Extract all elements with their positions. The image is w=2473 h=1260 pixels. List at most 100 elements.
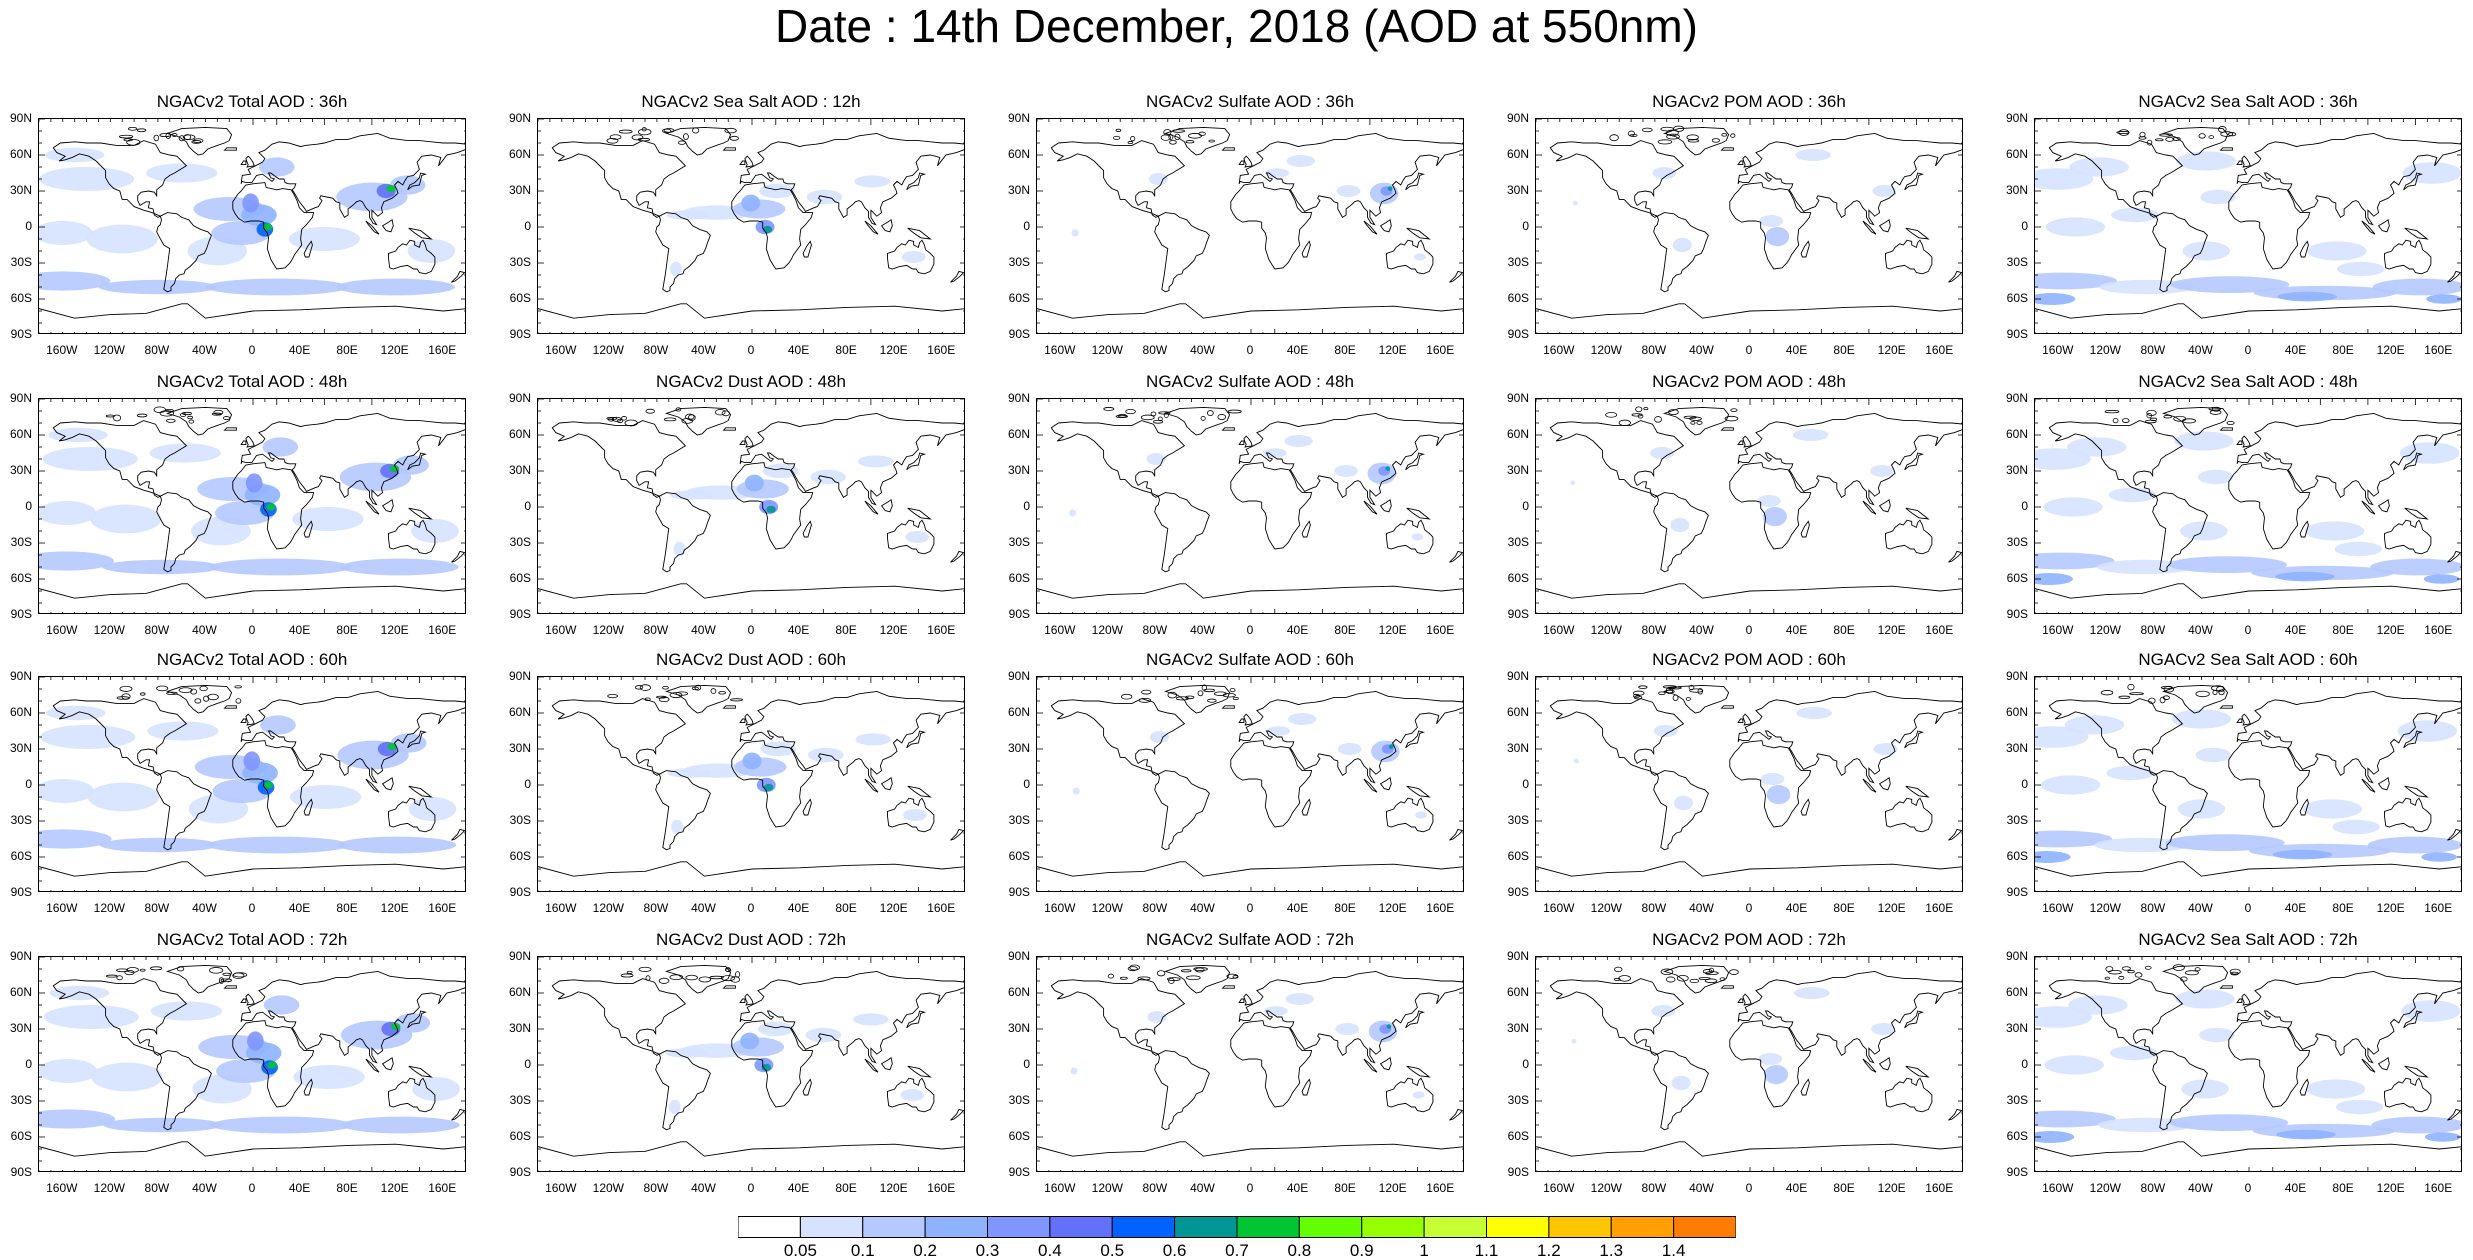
aod-field bbox=[1572, 149, 1897, 253]
lat-label: 30N bbox=[1506, 463, 1529, 477]
map-frame bbox=[1036, 676, 1464, 892]
aod-patch bbox=[46, 705, 106, 721]
lat-label: 60S bbox=[509, 291, 531, 305]
aod-patch bbox=[2035, 272, 2118, 290]
world-map bbox=[39, 119, 465, 333]
lon-label: 160W bbox=[545, 623, 577, 637]
lat-label: 60S bbox=[2006, 1129, 2028, 1143]
aod-patch bbox=[245, 473, 263, 493]
coastline bbox=[1885, 797, 1933, 833]
aod-field bbox=[2035, 151, 2461, 305]
island bbox=[116, 696, 130, 700]
island bbox=[663, 128, 675, 133]
island bbox=[1113, 135, 1121, 140]
lat-label: 30S bbox=[1008, 255, 1030, 269]
coastline bbox=[1037, 861, 1463, 877]
coastline bbox=[1243, 155, 1253, 168]
coastline bbox=[2236, 440, 2243, 446]
coastline bbox=[1737, 440, 1744, 446]
aod-patch bbox=[150, 1001, 223, 1021]
coastline bbox=[1662, 684, 1730, 714]
colorbar-swatch bbox=[799, 1216, 864, 1238]
lat-label: 60N bbox=[9, 147, 32, 161]
island bbox=[724, 127, 737, 134]
island bbox=[621, 416, 627, 421]
coastline bbox=[655, 212, 711, 293]
island bbox=[1698, 977, 1711, 980]
coastline bbox=[1729, 462, 1812, 550]
aod-patch bbox=[2276, 1129, 2336, 1140]
island bbox=[1690, 421, 1696, 425]
coastline bbox=[880, 777, 893, 791]
lat-label: 60S bbox=[10, 291, 32, 305]
island bbox=[1130, 136, 1136, 142]
island bbox=[123, 138, 133, 142]
lon-label: 80W bbox=[2140, 623, 2166, 637]
island bbox=[1153, 419, 1164, 424]
aod-patch bbox=[1146, 453, 1166, 465]
lat-label: 30S bbox=[1507, 1093, 1529, 1107]
coastline bbox=[1050, 140, 1186, 218]
aod-field bbox=[665, 1013, 925, 1115]
coastline bbox=[664, 406, 732, 436]
island bbox=[1207, 698, 1217, 703]
map-panel: NGACv2 Total AOD : 60h 90N 60N 30N 0 30S 60S 90… bbox=[10, 650, 466, 914]
island bbox=[126, 967, 139, 973]
lon-label: 80W bbox=[144, 623, 170, 637]
island bbox=[2159, 133, 2173, 137]
island bbox=[1633, 690, 1645, 696]
coastline bbox=[156, 212, 212, 293]
lon-label: 160E bbox=[1925, 1181, 1954, 1195]
island bbox=[675, 407, 682, 412]
island bbox=[1666, 129, 1679, 137]
island bbox=[1158, 411, 1171, 415]
coastline bbox=[1948, 550, 1962, 563]
lat-label: 0 bbox=[25, 499, 32, 513]
coastline bbox=[1238, 998, 1245, 1004]
aod-patch bbox=[340, 1116, 460, 1134]
aod-patch bbox=[2399, 442, 2460, 464]
lon-label: 120E bbox=[1378, 1181, 1407, 1195]
map-panel: NGACv2 Sea Salt AOD : 72h 90N 60N 30N 0 30S 60… bbox=[2006, 930, 2462, 1194]
map-frame bbox=[1535, 956, 1963, 1172]
island bbox=[2165, 136, 2175, 142]
aod-patch bbox=[2176, 151, 2236, 171]
panel-title: NGACv2 Dust AOD : 60h bbox=[656, 650, 846, 669]
lat-label: 60S bbox=[1008, 849, 1030, 863]
coastline bbox=[655, 492, 711, 573]
aod-patch bbox=[242, 193, 259, 213]
coastline bbox=[39, 861, 465, 877]
coastline bbox=[1050, 698, 1186, 776]
colorbar-tick-label: 1.4 bbox=[1661, 1241, 1686, 1260]
lon-label: 80W bbox=[1142, 901, 1168, 915]
lon-label: 120E bbox=[879, 901, 908, 915]
island bbox=[1618, 419, 1631, 426]
island bbox=[1227, 409, 1242, 414]
coastline bbox=[1904, 1010, 1925, 1029]
coastline bbox=[1050, 420, 1186, 498]
island bbox=[2100, 690, 2114, 696]
coastline bbox=[1729, 1020, 1812, 1108]
coastline bbox=[551, 698, 687, 776]
coastline bbox=[1386, 239, 1434, 275]
lon-label: 120W bbox=[2089, 623, 2121, 637]
lon-label: 40E bbox=[2284, 1181, 2307, 1195]
aod-patch bbox=[902, 809, 927, 821]
island bbox=[149, 966, 163, 971]
coastline bbox=[365, 220, 380, 235]
lon-label: 160E bbox=[428, 623, 457, 637]
island bbox=[644, 697, 651, 701]
aod-patch bbox=[147, 721, 219, 741]
coastline bbox=[2299, 1078, 2309, 1096]
coastline bbox=[1742, 155, 1752, 168]
island bbox=[1708, 967, 1714, 974]
world-map bbox=[1536, 399, 1962, 613]
aod-patch bbox=[1285, 993, 1315, 1005]
island bbox=[641, 127, 647, 132]
island bbox=[1174, 133, 1181, 141]
coastline bbox=[408, 1065, 433, 1078]
lat-label: 0 bbox=[25, 777, 32, 791]
island bbox=[677, 140, 686, 145]
aod-patch bbox=[389, 465, 400, 473]
aod-patch bbox=[336, 278, 456, 296]
